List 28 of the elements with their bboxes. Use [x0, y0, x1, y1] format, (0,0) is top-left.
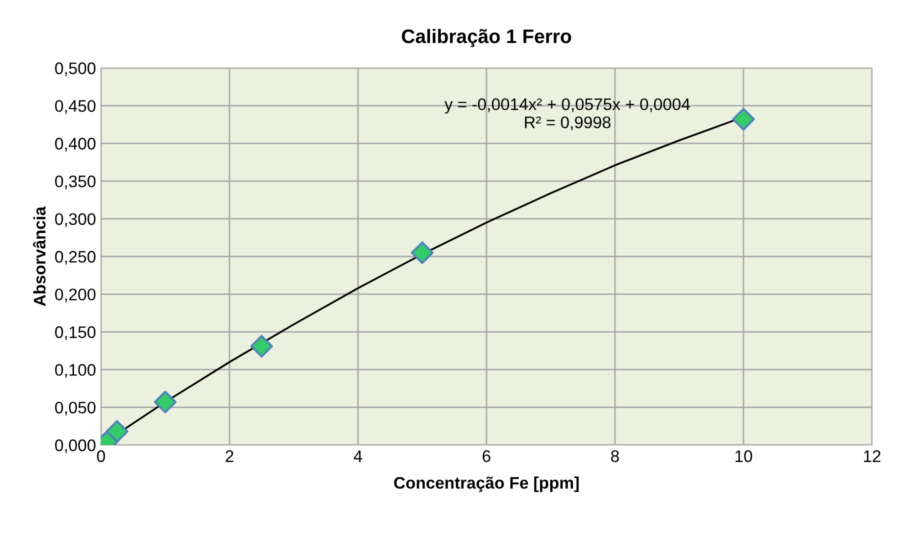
- y-tick-label: 0,300: [55, 213, 96, 227]
- y-axis-title: Absorvância: [32, 206, 46, 306]
- x-axis-title: Concentração Fe [ppm]: [394, 476, 579, 492]
- point: [250, 334, 273, 358]
- annotation: R² = 0,9998: [525, 116, 611, 130]
- x-tick-label: 8: [611, 450, 619, 462]
- x-tick-label: 0: [97, 450, 105, 462]
- y-tick-label: 0,350: [55, 176, 96, 190]
- point: [106, 420, 128, 443]
- y-tick-label: 0,200: [55, 288, 96, 302]
- point: [154, 390, 177, 414]
- y-tick-label: 0,500: [55, 62, 96, 76]
- y-tick-label: 0,000: [55, 439, 96, 454]
- annotation: y = -0,0014x² + 0,0575x + 0,0004: [444, 98, 690, 114]
- x-tick-label: 12: [864, 450, 880, 462]
- y-tick-label: 0,100: [55, 364, 96, 378]
- point: [732, 108, 755, 131]
- x-tick-label: 4: [354, 450, 362, 462]
- point: [410, 241, 434, 264]
- x-tick-label: 6: [482, 450, 490, 462]
- y-tick-label: 0,450: [55, 100, 96, 114]
- y-tick-label: 0,250: [55, 250, 96, 265]
- x-tick-label: 10: [736, 450, 752, 462]
- chart-title: Calibração 1 Ferro: [402, 28, 572, 48]
- x-tick-label: 2: [226, 450, 234, 462]
- y-tick-label: 0,150: [55, 326, 96, 340]
- y-tick-label: 0,050: [55, 402, 96, 416]
- y-tick-label: 0,400: [55, 138, 96, 152]
